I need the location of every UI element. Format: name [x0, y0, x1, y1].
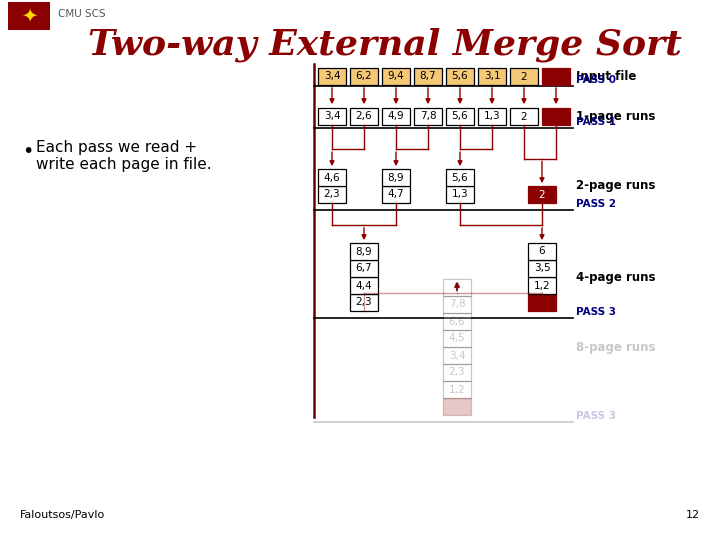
FancyBboxPatch shape	[318, 108, 346, 125]
Text: 4,6: 4,6	[324, 172, 341, 183]
FancyBboxPatch shape	[528, 186, 556, 203]
FancyBboxPatch shape	[446, 186, 474, 203]
FancyBboxPatch shape	[446, 108, 474, 125]
FancyBboxPatch shape	[528, 277, 556, 294]
Text: 6,7: 6,7	[356, 264, 372, 273]
Text: 8,9: 8,9	[356, 246, 372, 256]
Text: 12: 12	[686, 510, 700, 520]
Text: 1,3: 1,3	[451, 190, 468, 199]
Text: 2-page runs: 2-page runs	[576, 179, 655, 192]
Text: 2: 2	[521, 71, 527, 82]
FancyBboxPatch shape	[528, 294, 556, 311]
Text: CMU SCS: CMU SCS	[58, 9, 106, 19]
Text: 4,7: 4,7	[387, 190, 405, 199]
FancyBboxPatch shape	[350, 108, 378, 125]
FancyBboxPatch shape	[318, 186, 346, 203]
FancyBboxPatch shape	[510, 68, 538, 85]
Text: 1,3: 1,3	[484, 111, 500, 122]
Text: 3,4: 3,4	[324, 71, 341, 82]
Text: 4,4: 4,4	[356, 280, 372, 291]
FancyBboxPatch shape	[350, 68, 378, 85]
Text: PASS 2: PASS 2	[576, 199, 616, 209]
Text: 4,5: 4,5	[449, 334, 465, 343]
Text: 2,3: 2,3	[324, 190, 341, 199]
FancyBboxPatch shape	[542, 108, 570, 125]
Text: Two-way External Merge Sort: Two-way External Merge Sort	[88, 28, 682, 63]
FancyBboxPatch shape	[446, 68, 474, 85]
Text: PASS 0: PASS 0	[576, 75, 616, 85]
Text: 6,6: 6,6	[449, 316, 465, 327]
Text: 4,9: 4,9	[387, 111, 405, 122]
FancyBboxPatch shape	[443, 381, 471, 398]
FancyBboxPatch shape	[382, 108, 410, 125]
Text: 9,4: 9,4	[387, 71, 405, 82]
Text: 8,9: 8,9	[387, 172, 405, 183]
Text: 5,6: 5,6	[451, 71, 468, 82]
Text: 4-page runs: 4-page runs	[576, 271, 655, 284]
Text: 2,3: 2,3	[449, 368, 465, 377]
Text: 7,8: 7,8	[449, 300, 465, 309]
Text: 7,8: 7,8	[420, 111, 436, 122]
FancyBboxPatch shape	[8, 2, 50, 30]
FancyBboxPatch shape	[350, 260, 378, 277]
FancyBboxPatch shape	[443, 347, 471, 364]
Text: 2,6: 2,6	[356, 111, 372, 122]
FancyBboxPatch shape	[542, 68, 570, 85]
FancyBboxPatch shape	[443, 279, 471, 296]
FancyBboxPatch shape	[382, 169, 410, 186]
Text: 5,6: 5,6	[451, 172, 468, 183]
FancyBboxPatch shape	[350, 294, 378, 311]
Text: •: •	[22, 142, 33, 161]
FancyBboxPatch shape	[528, 243, 556, 260]
Text: 8-page runs: 8-page runs	[576, 341, 655, 354]
Text: 3,4: 3,4	[449, 350, 465, 361]
Text: 1,2: 1,2	[534, 280, 550, 291]
FancyBboxPatch shape	[478, 68, 506, 85]
Text: 1,2: 1,2	[449, 384, 465, 395]
Text: 8,7: 8,7	[420, 71, 436, 82]
FancyBboxPatch shape	[318, 68, 346, 85]
Text: 3,1: 3,1	[484, 71, 500, 82]
Text: 2: 2	[521, 111, 527, 122]
FancyBboxPatch shape	[382, 186, 410, 203]
Text: 2,3: 2,3	[356, 298, 372, 307]
Text: ✦: ✦	[21, 6, 37, 25]
FancyBboxPatch shape	[510, 108, 538, 125]
Text: Faloutsos/Pavlo: Faloutsos/Pavlo	[20, 510, 105, 520]
FancyBboxPatch shape	[478, 108, 506, 125]
FancyBboxPatch shape	[382, 68, 410, 85]
Text: PASS 3: PASS 3	[576, 307, 616, 317]
Text: Input file: Input file	[576, 70, 636, 83]
FancyBboxPatch shape	[443, 330, 471, 347]
FancyBboxPatch shape	[443, 296, 471, 313]
FancyBboxPatch shape	[350, 243, 378, 260]
FancyBboxPatch shape	[414, 108, 442, 125]
Text: PASS 3: PASS 3	[576, 411, 616, 421]
Text: 3,5: 3,5	[534, 264, 550, 273]
FancyBboxPatch shape	[443, 398, 471, 415]
Text: Each pass we read +: Each pass we read +	[36, 140, 197, 155]
FancyBboxPatch shape	[528, 260, 556, 277]
FancyBboxPatch shape	[446, 169, 474, 186]
FancyBboxPatch shape	[443, 313, 471, 330]
Text: 9: 9	[454, 282, 460, 293]
FancyBboxPatch shape	[414, 68, 442, 85]
Text: 2: 2	[539, 190, 545, 199]
Text: PASS 1: PASS 1	[576, 117, 616, 127]
Text: 6,2: 6,2	[356, 71, 372, 82]
Text: write each page in file.: write each page in file.	[36, 157, 212, 172]
Text: 5,6: 5,6	[451, 111, 468, 122]
Text: 3,4: 3,4	[324, 111, 341, 122]
FancyBboxPatch shape	[318, 169, 346, 186]
FancyBboxPatch shape	[350, 277, 378, 294]
FancyBboxPatch shape	[443, 364, 471, 381]
Text: 1-page runs: 1-page runs	[576, 110, 655, 123]
Text: 6: 6	[539, 246, 545, 256]
